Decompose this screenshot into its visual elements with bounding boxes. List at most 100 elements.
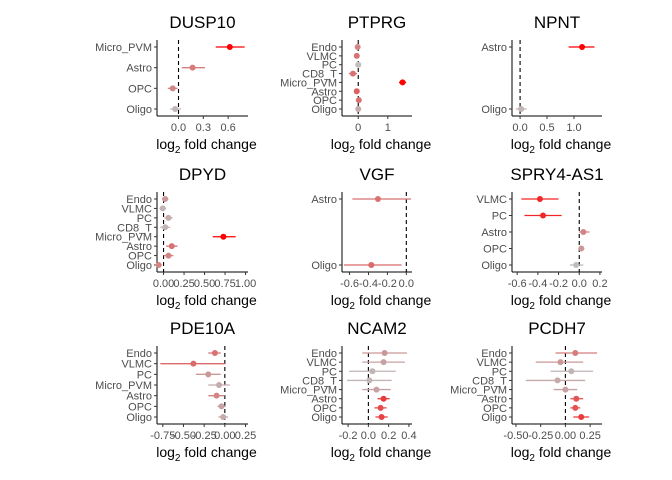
panel-title: PCDH7 <box>528 319 586 338</box>
point-opc <box>165 252 172 259</box>
y-tick-label: VLMC <box>121 203 152 215</box>
y-tick-label: Micro_PVM <box>95 42 152 54</box>
panel-title: PTPRG <box>348 13 407 32</box>
y-tick-label: CD8_T <box>302 375 337 387</box>
point-astro <box>353 88 360 95</box>
y-tick-label: Astro <box>311 394 337 406</box>
y-tick-label: Astro <box>311 86 337 98</box>
y-tick-label: OPC <box>128 251 152 263</box>
y-tick-label: PC <box>322 60 337 72</box>
y-tick-label: PC <box>492 211 507 223</box>
y-tick-label: Oligo <box>481 104 507 116</box>
y-tick-label: Endo <box>481 348 507 360</box>
x-tick-label: 0.0 <box>512 122 527 134</box>
point-opc <box>572 404 579 411</box>
y-tick-label: VLMC <box>476 357 507 369</box>
x-axis-label: log2 fold change <box>156 444 257 464</box>
point-endo <box>211 350 218 356</box>
panel-vgf: VGF Astro Oligo-0.6 -0.4 -0.2 0.0 log2 fold ch… <box>311 165 431 312</box>
y-tick-label: Micro_PVM <box>95 380 152 392</box>
y-tick-label: Oligo <box>126 260 152 272</box>
x-tick-label: 0.0 <box>361 430 376 442</box>
point-opc <box>355 97 362 104</box>
point-opc <box>218 403 225 410</box>
point-astro <box>380 395 387 402</box>
point-micro-pvm <box>220 233 227 240</box>
y-tick-label: Astro <box>311 194 337 206</box>
y-tick-label: Oligo <box>126 104 152 116</box>
y-tick-label: Oligo <box>311 412 337 424</box>
y-tick-label: Micro_PVM <box>450 385 507 397</box>
point-vlmc <box>190 360 197 367</box>
panel-npnt: NPNT Astro Oligo 0.0 0.5 1.0 log2 fold change <box>481 13 611 156</box>
point-astro <box>374 196 381 202</box>
x-tick-label: -0.4 <box>359 278 378 290</box>
x-tick-label: 0.6 <box>220 122 235 134</box>
point-pc <box>540 212 547 219</box>
x-tick-label: -0.2 <box>549 278 568 290</box>
y-tick-label: Astro <box>126 63 152 75</box>
x-tick-label: 1.00 <box>235 278 256 290</box>
y-tick-label: Oligo <box>481 260 507 272</box>
x-tick-label: -0.4 <box>528 278 547 290</box>
x-tick-label: 0.2 <box>381 430 396 442</box>
y-tick-label: CD8_T <box>117 222 152 234</box>
x-tick-label: 0.3 <box>196 122 211 134</box>
y-tick-label: VLMC <box>306 357 337 369</box>
point-astro <box>573 395 580 402</box>
point-cd8-t <box>162 224 169 231</box>
y-tick-label: Endo <box>126 194 152 206</box>
point-cd8-t <box>366 377 373 384</box>
point-cd8-t <box>554 377 561 384</box>
point-vlmc <box>380 359 387 366</box>
x-tick-label: 0.50 <box>194 278 215 290</box>
y-tick-label: OPC <box>128 83 152 95</box>
point-cd8-t <box>349 70 356 77</box>
x-tick-label: -0.25 <box>528 430 553 442</box>
panel-ptprg: PTPRG EndoVLMCPCCD8_TMicro_PVMAstroOPCOli… <box>280 13 431 156</box>
point-astro <box>213 392 220 399</box>
point-oligo <box>518 106 525 112</box>
x-tick-label: 1.0 <box>566 122 581 134</box>
y-tick-label: Astro <box>126 241 152 253</box>
x-tick-label: -0.2 <box>339 430 358 442</box>
x-tick-label: 0.75 <box>214 278 235 290</box>
y-tick-label: PC <box>322 366 337 378</box>
panel-title: VGF <box>360 165 395 184</box>
point-vlmc <box>353 52 360 59</box>
x-tick-label: 0 <box>355 122 361 134</box>
y-tick-label: Oligo <box>311 104 337 116</box>
y-tick-label: Micro_PVM <box>280 385 337 397</box>
point-vlmc <box>536 196 543 202</box>
y-tick-label: OPC <box>128 401 152 413</box>
point-astro <box>189 64 196 71</box>
y-tick-label: Endo <box>126 348 152 360</box>
point-vlmc <box>557 359 564 366</box>
point-pc <box>568 368 575 375</box>
y-tick-label: Micro_PVM <box>95 232 152 244</box>
point-oligo <box>378 414 385 420</box>
panel-ncam2: NCAM2 EndoVLMCPCCD8_TMicro_PVMAstroOPCOli… <box>280 319 431 464</box>
point-opc <box>169 85 176 92</box>
point-pc <box>355 61 362 68</box>
y-tick-label: PC <box>492 366 507 378</box>
x-axis-label: log2 fold change <box>331 444 432 464</box>
point-endo <box>354 44 361 50</box>
point-micro-pvm <box>226 44 233 50</box>
x-tick-label: -0.6 <box>508 278 527 290</box>
x-axis-label: log2 fold change <box>156 136 257 156</box>
y-tick-label: OPC <box>313 403 337 415</box>
x-tick-label: -0.75 <box>150 430 175 442</box>
point-pc <box>165 214 172 221</box>
y-tick-label: OPC <box>313 95 337 107</box>
panel-title: NCAM2 <box>347 319 407 338</box>
panel-pcdh7: PCDH7 EndoVLMCPCCD8_TMicro_PVMAstroOPCOli… <box>450 319 611 464</box>
panel-dusp10: DUSP10 Micro_PVM Astro OPC Oligo 0.0 0.3 0.6 log… <box>95 13 257 156</box>
point-micro-pvm <box>399 79 406 86</box>
x-tick-label: -0.50 <box>503 430 528 442</box>
x-axis-label: log2 fold change <box>156 292 257 312</box>
point-endo <box>572 350 579 356</box>
point-pc <box>205 371 212 378</box>
